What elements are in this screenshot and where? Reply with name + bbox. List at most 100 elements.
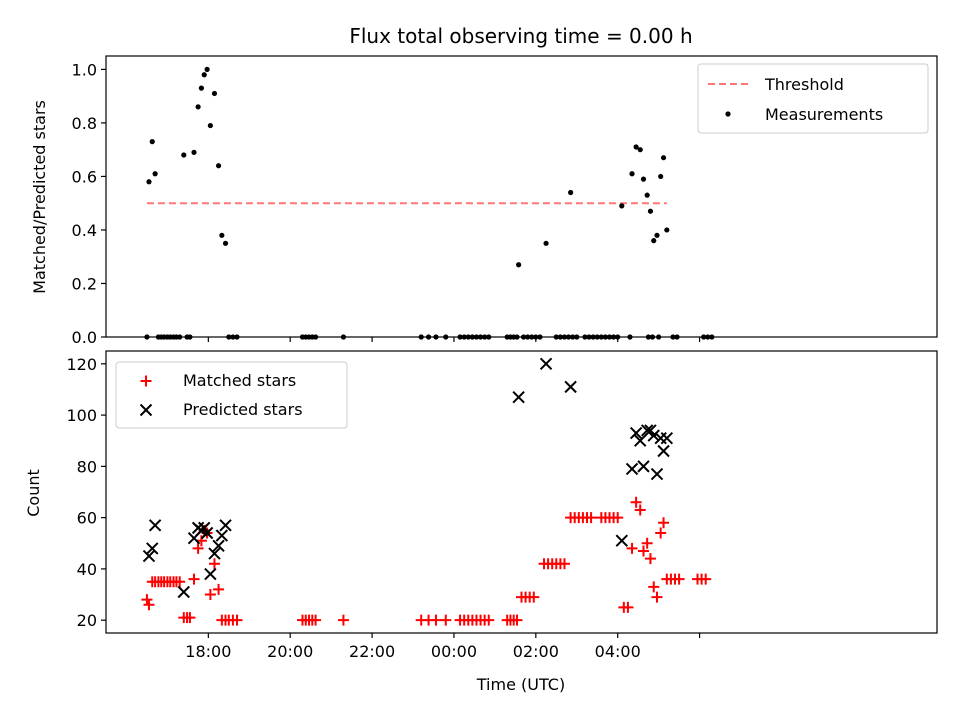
legend-threshold-label: Threshold [764,75,844,94]
matched-star-marker [585,512,597,524]
matched-star-marker [673,573,685,585]
y-tick-label: 0.4 [72,221,97,240]
matched-star-marker [612,512,624,524]
predicted-star-marker [625,462,639,476]
measurement-point [146,179,152,185]
matched-star-marker [634,504,646,516]
predicted-star-marker [177,585,190,599]
predicted-star-marker [146,542,159,555]
predicted-star-marker [204,567,217,581]
predicted-star-marker [629,426,643,440]
matched-star-marker [651,591,663,603]
matched-star-marker [141,594,153,606]
matched-star-marker [204,589,216,601]
predicted-star-marker [637,460,650,473]
top-y-axis-label: Matched/Predicted stars [30,100,49,294]
y-tick-label: 100 [66,406,97,425]
legend-predicted-swatch [139,403,153,417]
predicted-star-marker [148,519,162,532]
x-tick-label: 02:00 [513,642,559,661]
measurement-point [201,72,207,78]
matched-star-marker [188,573,200,585]
matched-star-marker [648,581,660,593]
measurement-point [198,85,204,91]
predicted-star-marker [647,429,660,442]
legend-measurement-swatch [725,111,731,117]
matched-star-marker [622,601,634,613]
y-tick-label: 80 [77,457,97,476]
predicted-star-marker [650,467,664,481]
axes-frame [105,55,938,338]
bottom-axes: 18:00 20:00 22:00 00:00 02:00 04:00 20 40 60 80 10… [66,350,938,661]
matched-star-marker [430,614,442,626]
y-tick-label: 40 [77,560,97,579]
measurement-point [633,144,639,150]
measurement-point [647,208,654,214]
matched-star-marker [700,573,712,585]
matched-star-marker [143,599,155,611]
predicted-star-marker [640,424,654,437]
y-tick-label: 0.6 [72,167,97,186]
axes-frame [105,350,938,634]
predicted-star-marker [615,534,629,547]
matched-star-marker [655,527,667,539]
predicted-star-marker [208,547,221,560]
predicted-star-marker [215,529,229,542]
matched-star-marker [630,496,642,508]
measurement-point [222,240,229,246]
measurement-point [149,139,155,145]
matched-star-marker [644,553,656,565]
matched-star-marker [511,614,523,626]
chart-title: Flux total observing time = 0.00 h [349,24,692,48]
matched-star-marker [641,537,653,549]
predicted-star-marker [212,539,225,553]
matched-star-marker [184,612,196,624]
predicted-star-marker [219,519,232,532]
measurement-point [215,163,222,169]
legend-box [697,63,929,134]
x-tick-label: 20:00 [267,642,313,661]
y-tick-label: 120 [66,355,97,374]
measurement-point [660,155,667,161]
legend-measurement-label: Measurements [765,105,883,124]
measurement-point [644,192,650,198]
matched-star-marker [637,545,649,557]
y-tick-label: 60 [77,509,97,528]
matched-star-marker [208,558,220,570]
matched-star-marker [231,614,243,626]
matched-star-marker [440,614,452,626]
measurement-point [651,238,657,244]
predicted-star-marker [200,526,214,540]
measurement-point [219,232,225,238]
measurement-point [568,189,574,196]
matched-star-marker [528,591,540,603]
matched-star-marker [310,614,322,626]
legend-matched-label: Matched stars [183,371,296,390]
top-axes: 0.0 0.2 0.4 0.6 0.8 1.0 Threshold Measurements [72,55,938,347]
measurement-point [658,173,664,180]
bottom-y-axis-label: Count [24,469,43,517]
y-tick-label: 0.2 [72,274,97,293]
measurement-point [204,66,210,72]
predicted-star-marker [539,357,553,371]
x-tick-label: 00:00 [431,642,477,661]
x-tick-label: 22:00 [349,642,395,661]
measurement-point [181,152,187,158]
y-tick-label: 0.0 [72,328,97,347]
matched-star-marker [483,614,495,626]
x-axis-label: Time (UTC) [476,675,565,694]
predicted-star-marker [564,380,577,394]
predicted-star-marker [660,431,674,445]
measurement-point [654,232,660,238]
matched-star-marker [626,542,638,554]
measurement-point [207,122,213,129]
matched-star-marker [337,614,349,626]
y-tick-label: 1.0 [72,60,97,79]
y-tick-label: 0.8 [72,114,97,133]
y-tick-label: 20 [77,611,97,630]
measurement-point [543,240,549,246]
legend-box [115,361,348,429]
measurement-point [637,147,643,153]
measurement-point [516,262,522,268]
